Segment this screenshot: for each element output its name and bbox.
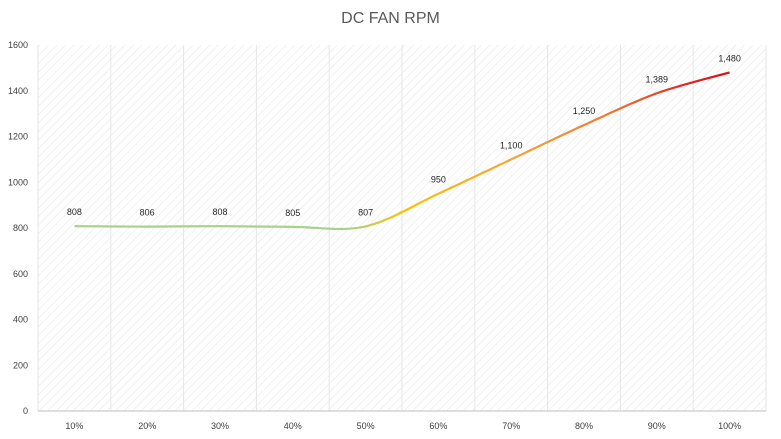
x-tick-label: 10% bbox=[65, 421, 83, 431]
data-label: 808 bbox=[67, 207, 82, 217]
data-label: 1,100 bbox=[500, 140, 523, 150]
y-tick-label: 600 bbox=[13, 269, 28, 279]
data-label: 807 bbox=[358, 207, 373, 217]
data-label: 1,250 bbox=[573, 106, 596, 116]
x-tick-label: 60% bbox=[429, 421, 447, 431]
data-label: 806 bbox=[140, 208, 155, 218]
x-tick-label: 100% bbox=[718, 421, 741, 431]
data-label: 950 bbox=[431, 175, 446, 185]
x-tick-label: 50% bbox=[357, 421, 375, 431]
y-tick-label: 200 bbox=[13, 360, 28, 370]
y-axis: 0 200 400 600 800 1000 1200 1400 1600 bbox=[8, 40, 28, 416]
x-tick-label: 90% bbox=[648, 421, 666, 431]
x-tick-label: 40% bbox=[284, 421, 302, 431]
data-label: 805 bbox=[285, 208, 300, 218]
x-axis: 10% 20% 30% 40% 50% 60% 70% 80% 90% 100% bbox=[65, 421, 741, 431]
y-tick-label: 400 bbox=[13, 315, 28, 325]
y-tick-label: 0 bbox=[23, 406, 28, 416]
series-line bbox=[74, 71, 730, 231]
grid-lines bbox=[37, 45, 767, 412]
data-labels: 808 806 808 805 807 950 1,100 1,250 1,389 1,480 bbox=[67, 53, 741, 217]
y-tick-label: 800 bbox=[13, 223, 28, 233]
y-tick-label: 1000 bbox=[8, 177, 28, 187]
x-tick-label: 20% bbox=[138, 421, 156, 431]
data-label: 1,480 bbox=[718, 53, 741, 63]
x-tick-label: 80% bbox=[575, 421, 593, 431]
y-tick-label: 1600 bbox=[8, 40, 28, 50]
y-tick-label: 1400 bbox=[8, 86, 28, 96]
data-label: 808 bbox=[212, 207, 227, 217]
x-tick-label: 70% bbox=[502, 421, 520, 431]
y-tick-label: 1200 bbox=[8, 132, 28, 142]
data-label: 1,389 bbox=[646, 74, 669, 84]
x-tick-label: 30% bbox=[211, 421, 229, 431]
chart-title: DC FAN RPM bbox=[341, 10, 440, 27]
